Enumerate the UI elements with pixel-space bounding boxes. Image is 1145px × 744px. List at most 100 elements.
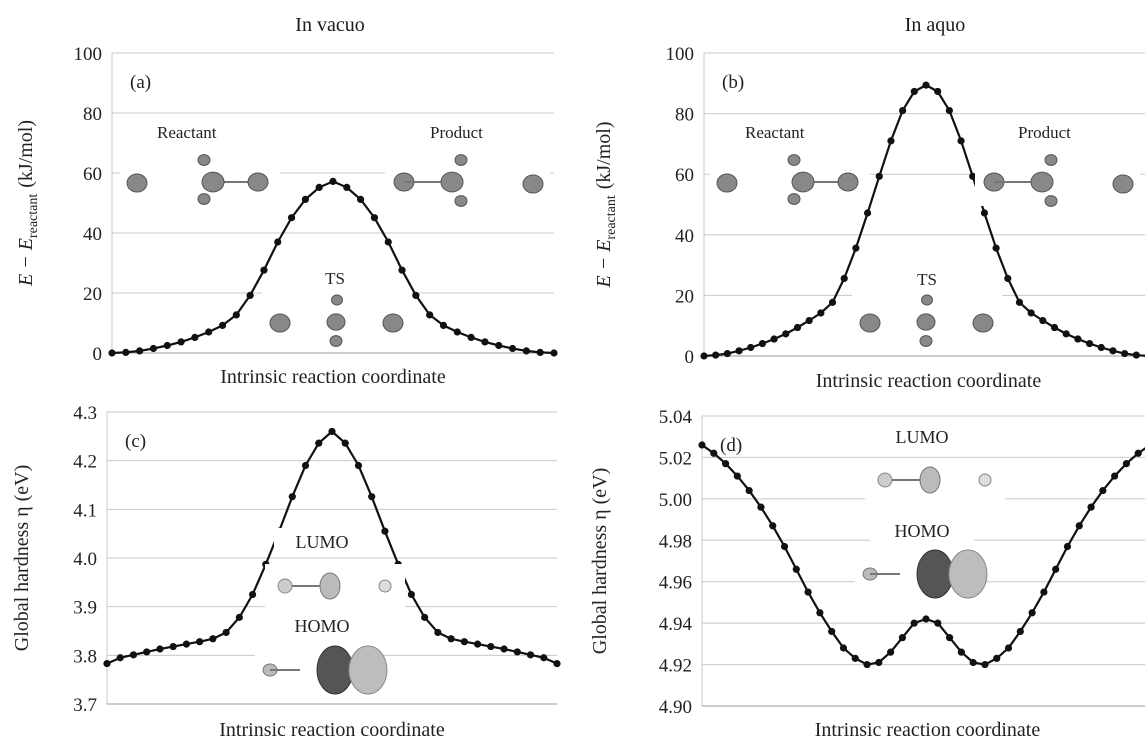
data-point: [721, 460, 730, 468]
lumo-label-bg: [274, 528, 370, 554]
data-point: [981, 660, 989, 669]
annotation-lumo: LUMO: [896, 427, 949, 447]
data-point: [1134, 449, 1142, 457]
data-point: [945, 634, 954, 642]
product-c-atom: [1030, 171, 1054, 193]
data-point: [1109, 347, 1117, 355]
y-tick-label: 20: [83, 284, 102, 305]
reactant-c-atom: [201, 171, 225, 193]
data-point: [1004, 644, 1013, 652]
y-tick-label: 40: [83, 224, 102, 245]
data-point: [1004, 274, 1012, 283]
annotation-ts: TS: [917, 270, 937, 289]
reactant-h2-atom: [787, 193, 801, 205]
y-axis-label: Global hardness η (eV): [589, 468, 611, 655]
data-point: [196, 638, 204, 646]
product-cl2-atom: [522, 174, 544, 194]
lumo-cl2-orbital: [378, 579, 392, 593]
product-h1-atom: [454, 154, 468, 166]
panel-label: (c): [125, 431, 146, 452]
y-label-unit: (kJ/mol): [15, 120, 37, 188]
product-c-atom: [440, 171, 464, 193]
lumo-cl1-orbital: [277, 578, 293, 594]
panel-a: 0 20 40 60 80 100 (a) Intrinsic reaction coordi…: [15, 44, 558, 388]
data-point: [1097, 343, 1105, 352]
y-tick-label: 80: [675, 105, 694, 126]
data-point: [540, 654, 548, 662]
data-point: [992, 244, 1000, 252]
x-axis-label: Intrinsic reaction coordinate: [815, 719, 1041, 741]
y-tick-label: 0: [93, 344, 103, 365]
data-point: [805, 316, 813, 325]
data-point: [426, 311, 434, 319]
reactant-cl-atom: [126, 173, 148, 193]
data-point: [288, 493, 296, 501]
data-point: [957, 648, 965, 656]
ts-h2-atom: [919, 335, 933, 347]
ts-cl2-atom: [382, 313, 404, 333]
data-point: [733, 472, 741, 480]
data-point: [487, 642, 495, 651]
data-point: [467, 333, 475, 341]
data-point: [177, 338, 185, 346]
ts-cl1-atom: [269, 313, 291, 333]
data-point: [246, 291, 254, 299]
panel-label: (d): [720, 435, 742, 456]
data-point: [934, 619, 942, 627]
data-point: [780, 542, 789, 551]
data-point: [828, 298, 837, 306]
data-point: [1052, 565, 1060, 573]
data-point: [122, 348, 130, 356]
data-point: [481, 338, 489, 346]
data-point: [460, 638, 468, 646]
ts-h2-atom: [329, 335, 343, 347]
data-point: [922, 615, 930, 623]
data-point: [526, 651, 535, 659]
data-point: [209, 635, 217, 643]
data-point: [1074, 335, 1082, 343]
y-axis-label: E − Ereactant (kJ/mol): [593, 121, 619, 288]
data-point: [817, 309, 825, 317]
y-tick-label: 5.00: [659, 490, 692, 511]
y-tick-label: 4.2: [73, 452, 97, 473]
product-cl2-atom: [1112, 174, 1134, 194]
data-point: [1062, 330, 1070, 338]
data-point: [899, 106, 907, 115]
data-point: [500, 645, 508, 653]
ts-cl1-atom: [859, 313, 881, 333]
data-point: [980, 209, 989, 217]
y-tick-label: 4.1: [73, 500, 97, 521]
data-point: [354, 461, 363, 470]
lumo-label-bg: [874, 423, 970, 449]
data-point: [315, 183, 323, 191]
column-title-vacuo: In vacuo: [295, 14, 365, 36]
data-point: [421, 613, 429, 621]
data-point: [898, 634, 907, 642]
y-tick-label: 4.0: [73, 549, 97, 570]
data-point: [840, 274, 848, 283]
panel-d: 4.90 4.92 4.94 4.96 4.98 5.00 5.02 5.04 (d) Intri…: [589, 407, 1145, 741]
data-point: [163, 341, 171, 350]
reactant-cl2-atom: [837, 172, 859, 192]
data-point: [287, 214, 296, 222]
y-tick-label: 4.98: [659, 531, 692, 552]
reactant-h1-atom: [787, 154, 801, 166]
data-point: [769, 522, 777, 530]
data-point: [863, 209, 872, 217]
data-point: [969, 658, 977, 667]
data-point: [453, 328, 461, 336]
data-point: [434, 628, 442, 637]
data-point: [1099, 486, 1107, 495]
data-point: [1122, 460, 1131, 468]
column-title-aquo: In aquo: [904, 14, 966, 36]
data-point: [439, 321, 448, 329]
x-axis-label: Intrinsic reaction coordinate: [219, 719, 445, 741]
x-axis-label: Intrinsic reaction coordinate: [220, 366, 446, 388]
y-tick-label: 100: [74, 44, 103, 65]
reactant-h2-atom: [197, 193, 211, 205]
data-point: [1121, 349, 1129, 358]
homo-lobe-dark: [916, 549, 954, 599]
y-tick-label: 0: [685, 347, 695, 368]
data-point: [700, 352, 708, 360]
data-point: [108, 349, 116, 357]
